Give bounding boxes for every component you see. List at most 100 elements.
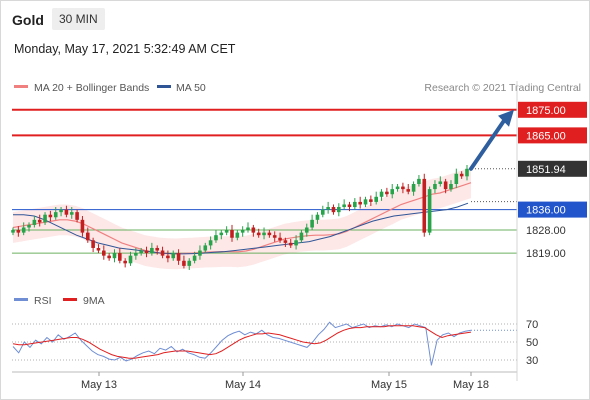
legend-label-9ma: 9MA	[83, 295, 105, 307]
candle-body	[182, 260, 186, 266]
last-price-label: 1851.94	[526, 164, 566, 176]
rsi-line	[12, 321, 472, 366]
candle-body	[443, 181, 448, 190]
level-tag-1	[518, 127, 587, 144]
candle-body	[123, 260, 127, 264]
x-tick-label-0: May 13	[81, 379, 117, 391]
candle-body	[288, 242, 293, 246]
candle-body	[102, 250, 106, 256]
candle-body	[27, 224, 31, 228]
projection-arrow-head	[498, 109, 514, 127]
level-label-4: 1819.00	[526, 248, 566, 260]
legend-swatch-rsi	[14, 298, 28, 301]
candle-body	[139, 250, 143, 254]
candle-body	[406, 189, 411, 192]
candle-body	[32, 219, 37, 225]
candle-body	[385, 191, 389, 195]
rsi-9ma-line	[12, 325, 472, 359]
candle-body	[37, 219, 42, 223]
legend-label-ma20: MA 20 + Bollinger Bands	[34, 82, 149, 94]
candle-body	[459, 173, 464, 177]
legend-swatch-9ma	[63, 298, 77, 301]
candle-body	[176, 253, 181, 261]
candle-body	[310, 219, 314, 228]
candle-body	[75, 212, 79, 220]
candle-body	[53, 212, 58, 218]
candle-body	[112, 253, 117, 259]
candle-body	[374, 196, 378, 202]
level-label-2: 1836.00	[526, 205, 566, 217]
x-tick-label-3: May 18	[453, 379, 489, 391]
candle-body	[304, 227, 309, 233]
x-axis: May 13 May 14 May 15 May 18	[81, 372, 489, 391]
level-label-1: 1865.00	[526, 130, 566, 142]
candle-body	[160, 250, 165, 256]
level-label-3: 1828.00	[526, 225, 566, 237]
candle-body	[155, 247, 160, 251]
candle-body	[224, 230, 229, 233]
candle-body	[11, 230, 15, 233]
candle-body	[272, 235, 277, 238]
candle-body	[235, 232, 240, 238]
candle-body	[198, 250, 202, 256]
candle-body	[379, 191, 384, 197]
candle-body	[192, 255, 197, 261]
candle-body	[48, 214, 53, 218]
candle-body	[417, 178, 421, 184]
chart-watermark: Research © 2021 Trading Central	[424, 82, 581, 94]
candle-body	[150, 247, 154, 254]
candle-body	[144, 250, 149, 254]
rsi-tick-30: 30	[526, 355, 538, 367]
timeframe-badge[interactable]: 30 MIN	[52, 8, 105, 30]
candle-body	[43, 214, 47, 223]
candle-body	[91, 240, 95, 248]
chart-timestamp: Monday, May 17, 2021 5:32:49 AM CET	[14, 42, 236, 56]
candle-body	[299, 232, 304, 241]
candle-body	[449, 184, 453, 190]
legend-label-ma50: MA 50	[176, 82, 206, 94]
legend-swatch-ma50	[157, 85, 171, 88]
candle-body	[80, 219, 85, 233]
candle-body	[390, 189, 395, 195]
rsi-tick-50: 50	[526, 337, 538, 349]
ma20-line	[12, 182, 472, 255]
candle-body	[283, 240, 288, 243]
candle-body	[246, 227, 250, 231]
candle-body	[411, 184, 416, 192]
candle-body	[294, 240, 298, 246]
chart-header: Gold 30 MIN	[1, 1, 589, 37]
candle-body	[363, 199, 368, 205]
candle-body	[465, 168, 469, 177]
candle-body	[208, 240, 213, 246]
candle-body	[85, 232, 90, 241]
instrument-title: Gold	[12, 12, 44, 28]
rsi-tick-70: 70	[526, 319, 538, 331]
candle-body	[347, 204, 352, 208]
candle-body	[427, 189, 432, 233]
candle-body	[401, 186, 405, 190]
rsi-plot: 70 50 30	[12, 319, 538, 367]
candle-body	[69, 212, 74, 215]
candle-body	[166, 255, 170, 259]
bollinger-band	[13, 167, 471, 270]
candle-body	[278, 237, 282, 241]
candle-body	[315, 214, 320, 220]
candle-body	[395, 186, 400, 190]
candle-body	[433, 184, 437, 190]
last-price-tag	[518, 160, 587, 177]
candle-body	[230, 230, 234, 238]
candle-body	[331, 207, 336, 213]
candle-body	[128, 255, 133, 264]
candle-body	[262, 232, 266, 236]
candle-body	[240, 230, 245, 233]
candle-body	[337, 207, 341, 213]
candle-body	[107, 255, 111, 259]
candle-body	[118, 253, 122, 261]
candle-body	[422, 178, 427, 233]
candle-body	[342, 204, 346, 208]
candle-body	[326, 207, 330, 210]
projection-arrow-shaft	[469, 115, 508, 171]
candle-body	[134, 253, 138, 256]
